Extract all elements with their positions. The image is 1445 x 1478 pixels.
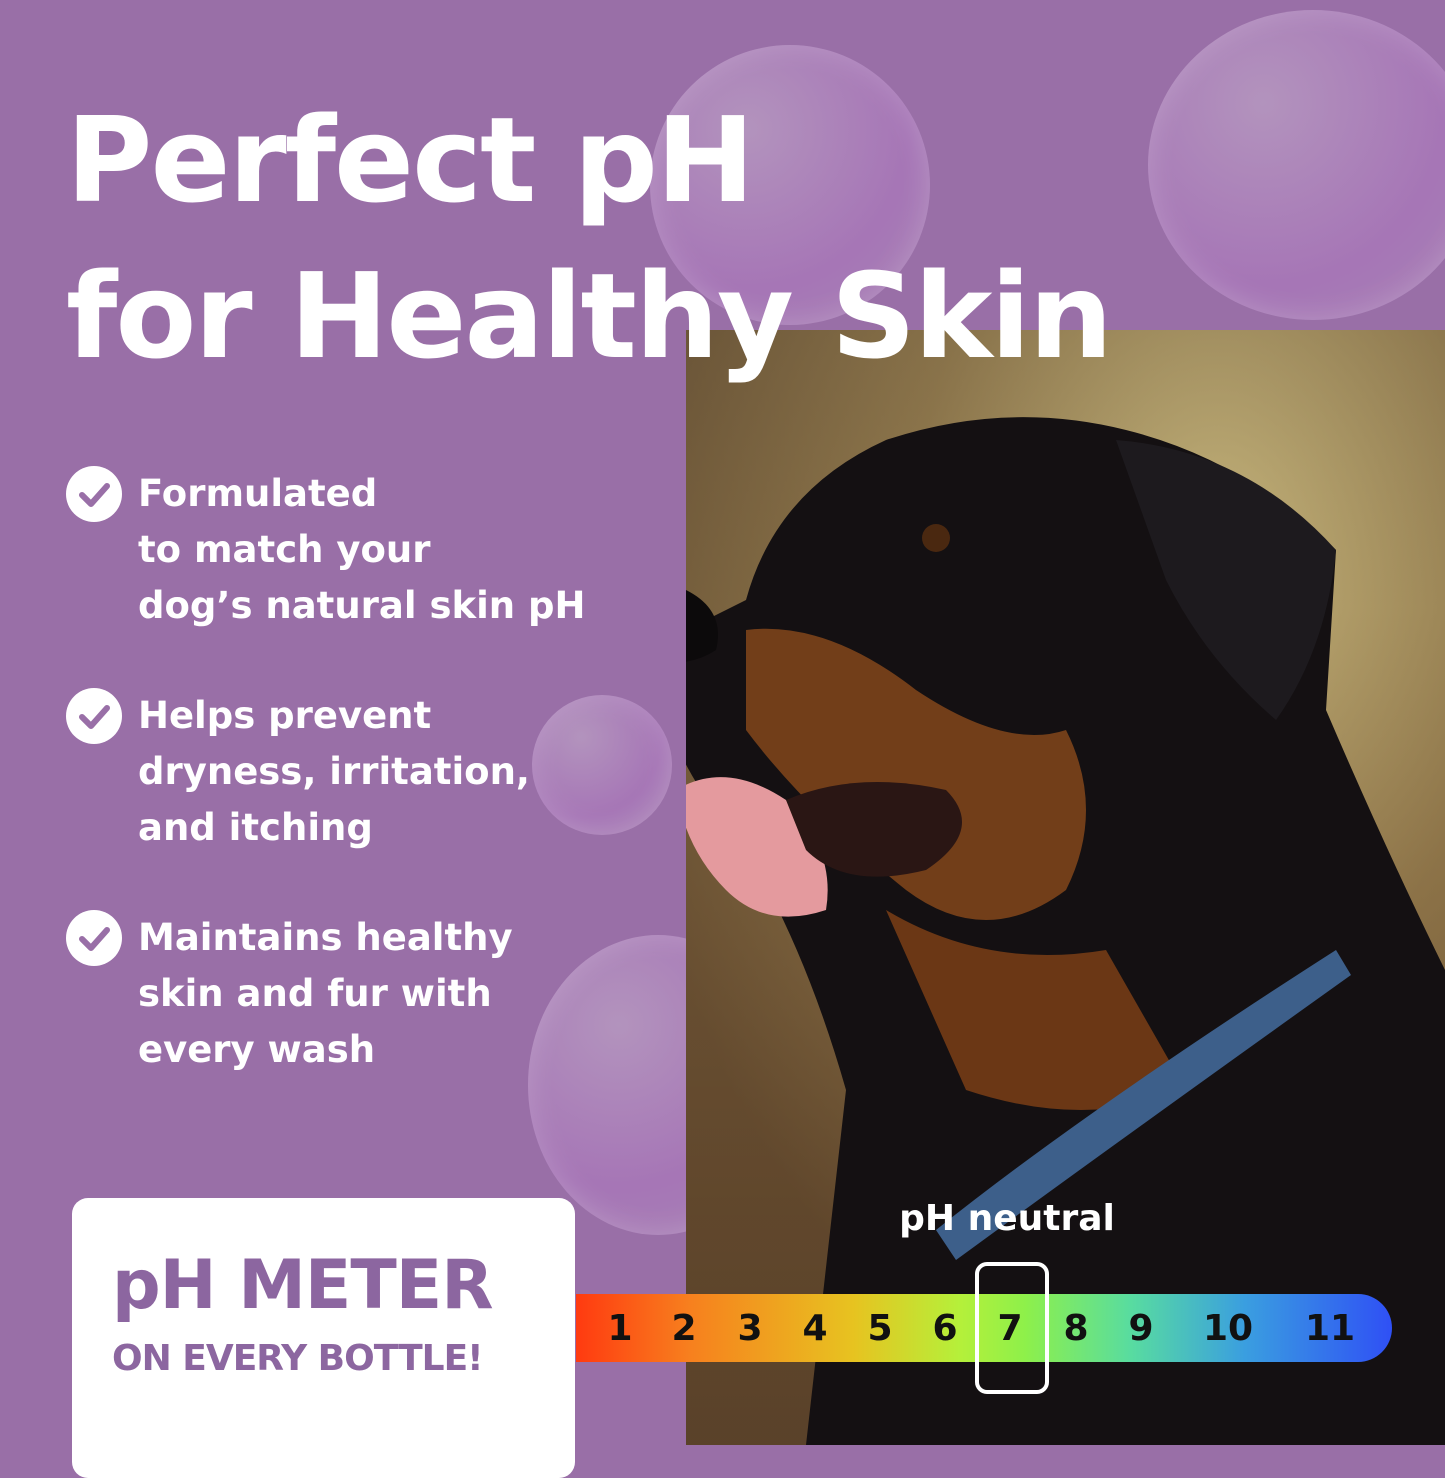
- ph-scale-number: 5: [867, 1308, 893, 1349]
- ph-neutral-label: pH neutral: [899, 1198, 1115, 1239]
- benefit-line: Formulated: [138, 472, 378, 515]
- benefit-line: to match your: [138, 528, 431, 571]
- ph-scale-number: 7: [997, 1308, 1023, 1349]
- bubble-decoration: [650, 45, 930, 325]
- ph-scale-number: 3: [737, 1308, 763, 1349]
- headline-line-1: Perfect pH: [66, 91, 755, 229]
- rottweiler-image: [686, 330, 1445, 1445]
- ph-scale-number: 8: [1063, 1308, 1089, 1349]
- ph-scale-number: 1: [607, 1308, 633, 1349]
- benefit-text: Maintains healthy skin and fur with ever…: [138, 910, 513, 1078]
- ph-scale-number: 4: [802, 1308, 828, 1349]
- benefit-line: dog’s natural skin pH: [138, 584, 586, 627]
- benefit-text: Helps prevent dryness, irritation, and i…: [138, 688, 530, 856]
- ph-scale-number: 11: [1304, 1308, 1356, 1349]
- headline-line-2: for Healthy Skin: [66, 247, 1113, 385]
- dog-photo: [686, 330, 1445, 1445]
- badge-title: pH METER: [112, 1246, 494, 1325]
- bubble-decoration: [532, 695, 672, 835]
- benefit-line: every wash: [138, 1028, 376, 1071]
- badge-subtitle: ON EVERY BOTTLE!: [112, 1338, 484, 1379]
- ph-scale-number: 2: [671, 1308, 697, 1349]
- check-circle-icon: [66, 466, 122, 522]
- ph-scale-bar: 1 2 3 4 5 6 7 8 9 10 11: [576, 1294, 1392, 1362]
- bubble-decoration: [1148, 10, 1445, 320]
- ph-neutral-highlight: [975, 1262, 1049, 1394]
- ph-scale-number: 6: [932, 1308, 958, 1349]
- benefit-line: skin and fur with: [138, 972, 492, 1015]
- ph-meter-badge: pH METER ON EVERY BOTTLE!: [72, 1198, 575, 1478]
- check-circle-icon: [66, 688, 122, 744]
- benefit-line: Helps prevent: [138, 694, 432, 737]
- ph-scale-number: 9: [1128, 1308, 1154, 1349]
- benefit-line: and itching: [138, 806, 373, 849]
- ph-scale-number: 10: [1202, 1308, 1254, 1349]
- headline: Perfect pH for Healthy Skin: [66, 82, 1113, 394]
- benefit-line: Maintains healthy: [138, 916, 513, 959]
- benefit-line: dryness, irritation,: [138, 750, 530, 793]
- benefit-text: Formulated to match your dog’s natural s…: [138, 466, 585, 634]
- check-circle-icon: [66, 910, 122, 966]
